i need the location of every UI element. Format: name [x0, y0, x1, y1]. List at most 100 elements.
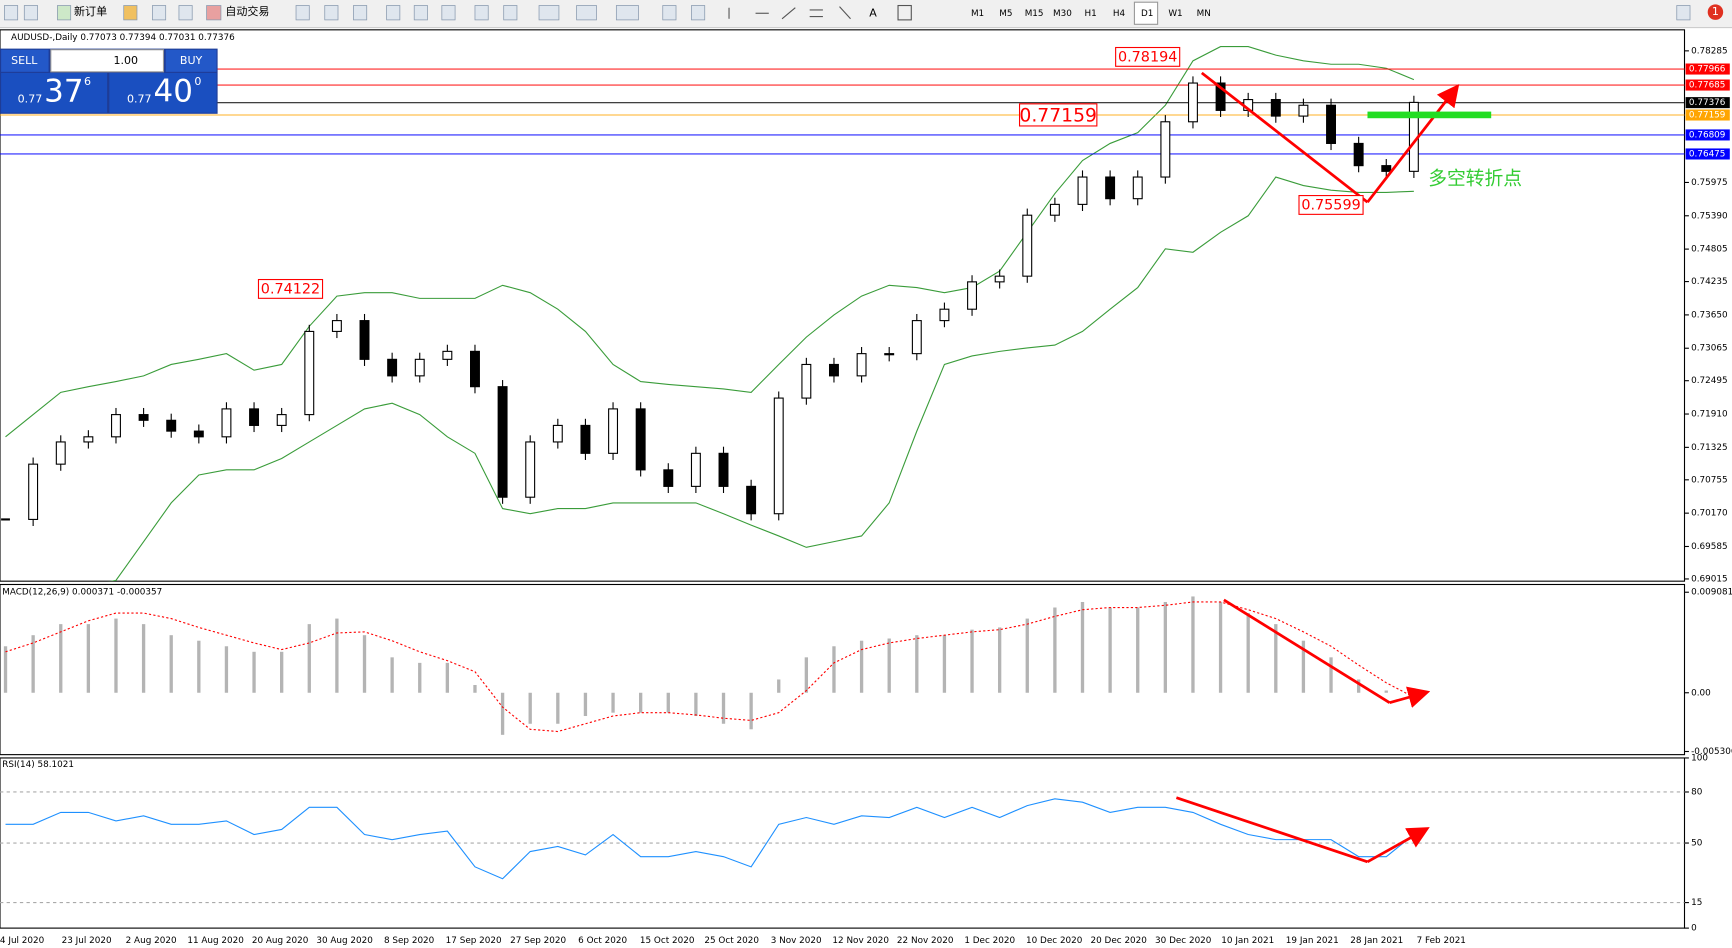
tool-icon[interactable]: [353, 5, 368, 21]
macd-bar: [169, 635, 173, 693]
tool-icon[interactable]: [413, 5, 428, 21]
auto-trading-icon[interactable]: [206, 5, 222, 21]
sell-button[interactable]: [1, 49, 49, 72]
candle: [55, 441, 66, 465]
y-tick-label: 80: [1691, 787, 1703, 797]
buy-price-big[interactable]: 0.77: [127, 92, 152, 105]
sell-label[interactable]: SELL: [11, 54, 38, 67]
timeframe-button[interactable]: M1: [971, 9, 984, 19]
x-tick-label: 30 Dec 2020: [1155, 936, 1212, 946]
tool-icon[interactable]: [691, 5, 706, 21]
macd-signal: [5, 601, 1415, 733]
timeframe-button[interactable]: M30: [1053, 9, 1072, 19]
candle: [249, 408, 260, 426]
candle: [1077, 176, 1088, 205]
timeframe-button[interactable]: M15: [1025, 9, 1044, 19]
tool-icon[interactable]: [503, 5, 518, 21]
candle: [525, 441, 536, 498]
tool-icon[interactable]: [441, 5, 456, 21]
timeframe-button[interactable]: M5: [999, 9, 1012, 19]
y-tick-label: 0.75390: [1691, 211, 1728, 221]
y-tick-label: 0.72495: [1691, 376, 1728, 386]
new-order-button[interactable]: 新订单: [74, 4, 107, 18]
x-tick-label: 1 Dec 2020: [964, 936, 1015, 946]
macd-bar: [749, 692, 753, 730]
y-tick-label: 0.71910: [1691, 410, 1728, 420]
tool-icon[interactable]: [152, 5, 167, 21]
tool-icon[interactable]: [662, 5, 677, 21]
candle: [442, 350, 453, 360]
sell-price-big[interactable]: 0.77: [18, 92, 43, 105]
y-tick-label: 0.70170: [1691, 509, 1728, 519]
y-tick-label: 0.75975: [1691, 178, 1728, 188]
x-tick-label: 27 Sep 2020: [510, 936, 566, 946]
candle: [1132, 176, 1143, 200]
macd-bar: [1356, 679, 1361, 693]
lot-input[interactable]: [50, 49, 165, 73]
y-tick-label: 0.009081: [1691, 588, 1732, 598]
y-tick-label: 100: [1691, 753, 1708, 763]
timeframe-button[interactable]: D1: [1141, 9, 1153, 19]
x-tick-label: 17 Sep 2020: [446, 936, 502, 946]
y-tick-label: 15: [1691, 898, 1702, 908]
price-line-label-bg: [1685, 109, 1730, 121]
buy-price-fraction[interactable]: 0: [194, 75, 201, 88]
tool-icon[interactable]: [295, 5, 310, 21]
candle: [497, 386, 508, 498]
tool-icon[interactable]: [178, 5, 193, 21]
sell-price-pips[interactable]: 37: [44, 73, 83, 109]
macd-bar: [528, 692, 532, 724]
buy-price-box[interactable]: [109, 72, 217, 113]
annotation-box: [1298, 195, 1364, 215]
timeframe-button[interactable]: H4: [1113, 9, 1126, 19]
candle: [801, 363, 812, 399]
text-tool[interactable]: A: [869, 6, 877, 19]
macd-bar: [1108, 607, 1112, 693]
sell-price-box[interactable]: [1, 72, 108, 113]
candle: [111, 414, 121, 438]
buy-label[interactable]: BUY: [180, 54, 203, 67]
candle: [884, 353, 895, 356]
y-tick-label: 0.70755: [1691, 475, 1728, 485]
candle: [608, 408, 619, 454]
tool-icon[interactable]: [576, 5, 597, 21]
macd-bar: [59, 624, 63, 693]
search-icon[interactable]: [1676, 5, 1691, 21]
macd-bar: [390, 657, 394, 693]
annotation-turning-point: 多空转折点: [1428, 167, 1522, 189]
candle: [83, 436, 94, 443]
macd-bar: [445, 662, 450, 693]
auto-trading-button[interactable]: 自动交易: [225, 4, 269, 18]
new-order-icon[interactable]: [57, 5, 72, 21]
tool-icon[interactable]: [386, 5, 401, 21]
candle: [663, 469, 674, 487]
sell-price-fraction[interactable]: 6: [84, 75, 91, 88]
tool-icon[interactable]: [123, 5, 138, 21]
candle: [994, 275, 1005, 283]
price-line-label: 0.77376: [1689, 98, 1726, 108]
buy-price-pips[interactable]: 40: [154, 73, 193, 109]
tool-icon[interactable]: [4, 5, 19, 21]
candle: [580, 424, 591, 454]
timeframe-button[interactable]: W1: [1168, 9, 1182, 19]
label-tool[interactable]: [897, 4, 912, 21]
macd-bar: [1218, 601, 1223, 693]
candle: [1160, 121, 1171, 178]
tool-icon[interactable]: [324, 5, 339, 21]
timeframe-button[interactable]: H1: [1085, 9, 1097, 19]
y-tick-label: 0.69585: [1691, 542, 1728, 552]
tool-icon[interactable]: [23, 5, 38, 21]
timeframe-button[interactable]: MN: [1197, 9, 1211, 19]
price-line-label-bg: [1685, 97, 1730, 109]
macd-bar: [500, 692, 505, 735]
tool-icon[interactable]: [615, 5, 639, 21]
macd-bar: [362, 635, 367, 693]
buy-button[interactable]: [165, 49, 217, 72]
lot-value[interactable]: 1.00: [114, 54, 139, 67]
x-tick-label: 20 Dec 2020: [1091, 936, 1148, 946]
tool-icon[interactable]: [474, 5, 489, 21]
tool-icon[interactable]: [538, 5, 560, 21]
notification-badge[interactable]: [1707, 4, 1724, 20]
candle: [828, 363, 839, 377]
macd-bar: [1301, 640, 1306, 693]
